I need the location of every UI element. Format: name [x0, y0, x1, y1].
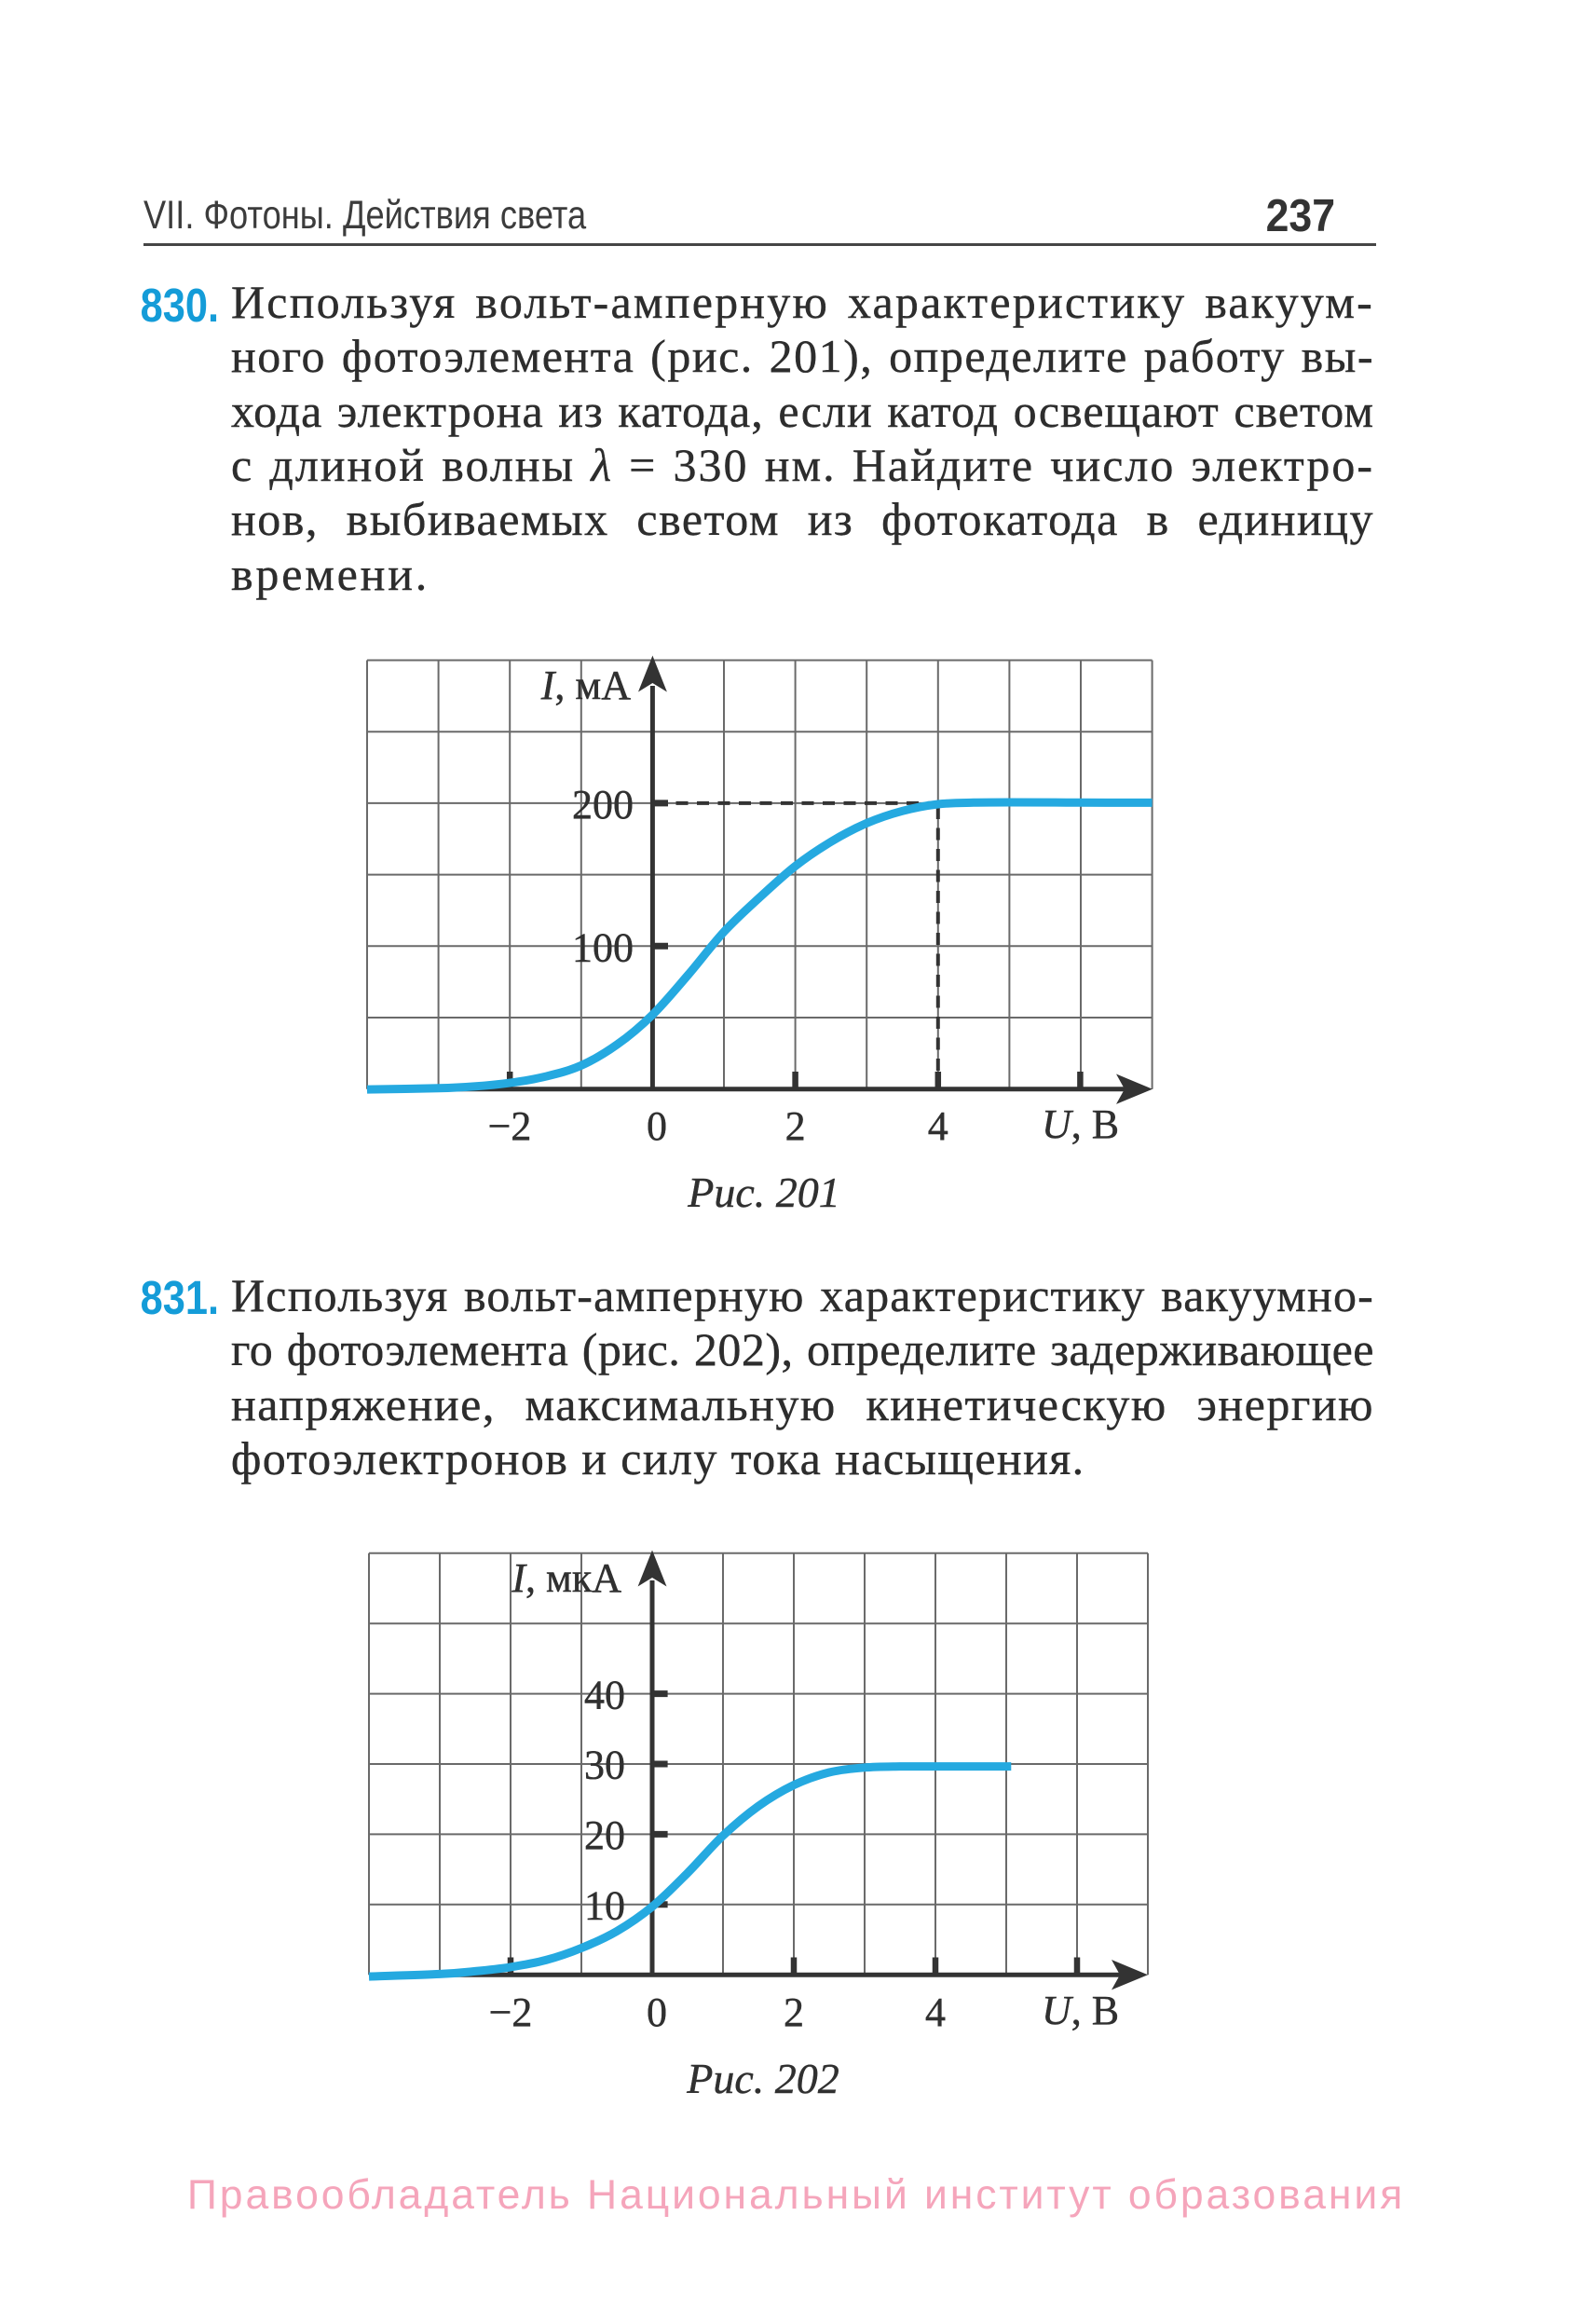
svg-text:20: 20	[584, 1812, 625, 1858]
svg-text:−2: −2	[489, 1990, 533, 2035]
svg-text:Рис. 202: Рис. 202	[686, 2055, 839, 2102]
svg-text:−2: −2	[488, 1103, 532, 1149]
svg-text:40: 40	[584, 1672, 625, 1717]
svg-text:10: 10	[584, 1883, 625, 1929]
svg-text:0: 0	[647, 1103, 667, 1149]
svg-text:30: 30	[584, 1743, 625, 1788]
svg-text:I, мА: I, мА	[540, 663, 632, 708]
svg-text:I, мкА: I, мкА	[511, 1555, 621, 1601]
svg-text:200: 200	[572, 782, 634, 827]
svg-text:2: 2	[785, 1103, 806, 1149]
svg-text:0: 0	[647, 1990, 667, 2035]
svg-text:4: 4	[925, 1990, 946, 2035]
svg-text:100: 100	[572, 924, 634, 970]
svg-text:2: 2	[784, 1990, 804, 2035]
svg-text:4: 4	[928, 1103, 948, 1149]
svg-text:U, В: U, В	[1042, 1101, 1119, 1147]
svg-text:Рис. 201: Рис. 201	[687, 1169, 840, 1216]
svg-text:U, В: U, В	[1042, 1988, 1119, 2033]
